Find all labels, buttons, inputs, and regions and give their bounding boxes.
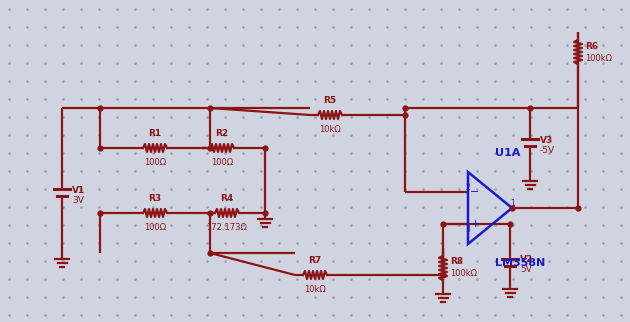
Text: −: − [471, 187, 479, 197]
Text: V3: V3 [540, 136, 553, 145]
Text: 100kΩ: 100kΩ [585, 53, 612, 62]
Text: 3V: 3V [72, 195, 84, 204]
Text: 100Ω: 100Ω [144, 158, 166, 167]
Text: 1: 1 [510, 198, 515, 207]
Text: +: + [471, 219, 479, 229]
Text: R1: R1 [149, 129, 161, 138]
Text: 100Ω: 100Ω [144, 223, 166, 232]
Text: R7: R7 [308, 256, 322, 265]
Text: R6: R6 [585, 42, 598, 51]
Text: LM358N: LM358N [495, 258, 545, 268]
Text: R5: R5 [323, 96, 336, 105]
Text: 172.173Ω: 172.173Ω [207, 223, 248, 232]
Text: U1A: U1A [495, 148, 520, 158]
Text: R3: R3 [149, 194, 161, 203]
Text: 100Ω: 100Ω [211, 158, 233, 167]
Text: 3: 3 [465, 224, 470, 233]
Text: 10kΩ: 10kΩ [319, 125, 341, 134]
Text: 2: 2 [465, 183, 470, 192]
Text: 100kΩ: 100kΩ [450, 270, 477, 279]
Text: -5V: -5V [540, 146, 555, 155]
Text: R4: R4 [220, 194, 234, 203]
Text: R8: R8 [450, 258, 463, 267]
Text: R2: R2 [215, 129, 229, 138]
Text: V1: V1 [72, 185, 85, 194]
Text: 5V: 5V [520, 266, 532, 274]
Text: V2: V2 [520, 255, 533, 264]
Text: 10kΩ: 10kΩ [304, 285, 326, 294]
